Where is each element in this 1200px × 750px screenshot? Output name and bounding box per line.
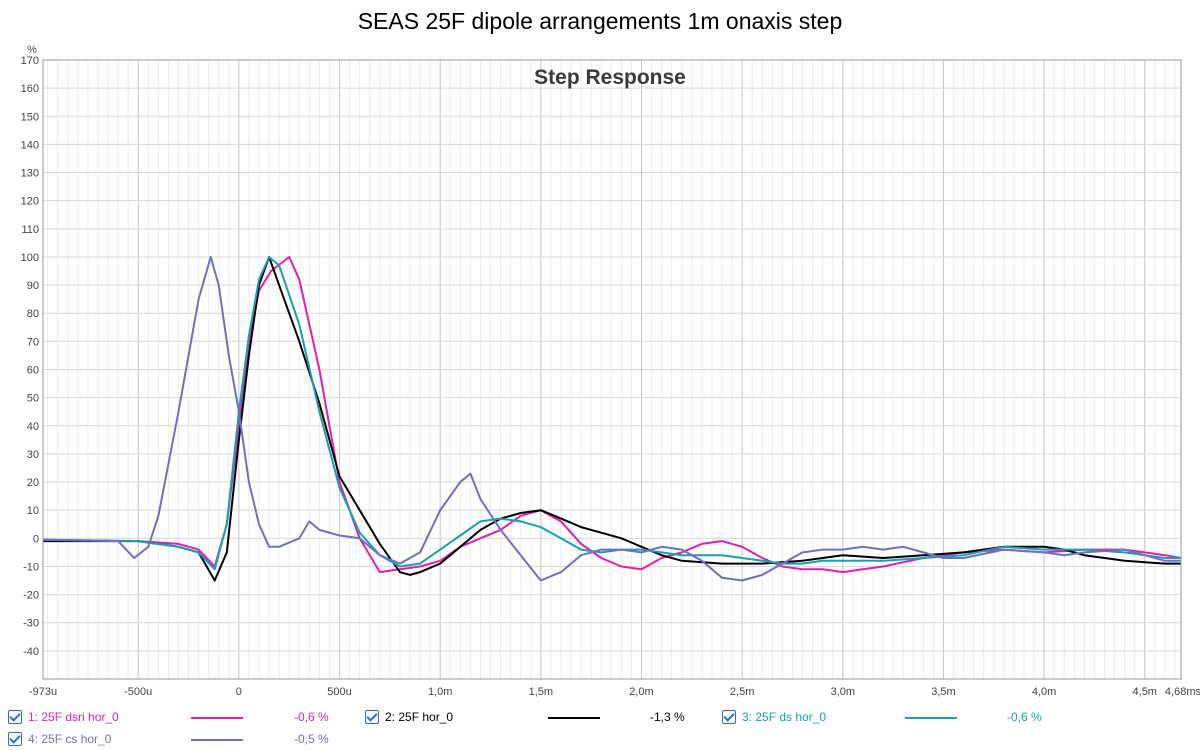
y-tick-label: -20 <box>23 590 39 602</box>
legend-checkbox-s3[interactable] <box>722 710 736 724</box>
y-tick-label: 130 <box>21 168 39 180</box>
legend-value-s4: -0,5 % <box>294 732 329 746</box>
legend-checkbox-s1[interactable] <box>8 710 22 724</box>
legend-swatch-s1 <box>191 717 243 719</box>
plot-border <box>42 59 1182 680</box>
x-tick-label: -500u <box>124 686 152 698</box>
y-tick-label: 70 <box>27 336 39 348</box>
y-tick-label: 170 <box>21 55 39 67</box>
y-tick-label: 90 <box>27 280 39 292</box>
y-tick-label: 50 <box>27 393 39 405</box>
x-tick-label: 3,0m <box>831 686 855 698</box>
axes-layer: 1701601501401301201101009080706050403020… <box>21 55 1200 698</box>
y-tick-label: 120 <box>21 196 39 208</box>
grid-layer <box>42 59 1182 679</box>
x-tick-label: 500u <box>327 686 351 698</box>
y-tick-label: 0 <box>33 533 39 545</box>
x-tick-label: 4,0m <box>1032 686 1056 698</box>
y-tick-label: 160 <box>21 83 39 95</box>
y-tick-label: -40 <box>23 646 39 658</box>
legend-value-s1: -0,6 % <box>294 710 329 724</box>
legend-checkbox-s4[interactable] <box>8 732 22 746</box>
series-layer <box>42 256 1182 582</box>
y-tick-label: 40 <box>27 421 39 433</box>
legend-swatch-s3 <box>905 717 957 719</box>
legend-swatch-s2 <box>548 717 600 719</box>
legend-checkbox-s2[interactable] <box>365 710 379 724</box>
x-tick-label: 4,68ms <box>1165 686 1200 698</box>
y-axis-unit-label: % <box>27 44 37 56</box>
legend-label-s2: 2: 25F hor_0 <box>385 710 454 724</box>
x-tick-label: 2,5m <box>730 686 754 698</box>
y-tick-label: 100 <box>21 252 39 264</box>
y-tick-label: 140 <box>21 139 39 151</box>
y-tick-label: 20 <box>27 477 39 489</box>
y-tick-label: 60 <box>27 365 39 377</box>
series-line-s4 <box>42 256 1181 582</box>
x-tick-label: -973u <box>29 686 57 698</box>
x-tick-label: 4,5m <box>1133 686 1157 698</box>
window-title: SEAS 25F dipole arrangements 1m onaxis s… <box>357 8 843 34</box>
legend-swatch-s4 <box>191 739 243 741</box>
x-tick-label: 1,5m <box>529 686 553 698</box>
y-tick-label: 110 <box>21 224 39 236</box>
legend-label-s4: 4: 25F cs hor_0 <box>28 732 112 746</box>
chart-title: Step Response <box>534 66 686 89</box>
x-tick-label: 1,0m <box>428 686 452 698</box>
legend-label-s1: 1: 25F dsri hor_0 <box>28 710 119 724</box>
y-tick-label: 150 <box>21 111 39 123</box>
series-line-s2 <box>43 256 1181 582</box>
y-tick-label: 30 <box>27 449 39 461</box>
x-tick-label: 0 <box>236 686 242 698</box>
legend-value-s3: -0,6 % <box>1007 710 1042 724</box>
y-tick-label: 80 <box>27 308 39 320</box>
y-tick-label: -30 <box>23 618 39 630</box>
legend-value-s2: -1,3 % <box>650 710 685 724</box>
y-tick-label: 10 <box>27 505 39 517</box>
series-line-s3 <box>42 256 1181 571</box>
x-tick-label: 3,5m <box>931 686 955 698</box>
legend-label-s3: 3: 25F ds hor_0 <box>742 710 827 724</box>
y-tick-label: -10 <box>23 561 39 573</box>
x-tick-label: 2,0m <box>629 686 653 698</box>
